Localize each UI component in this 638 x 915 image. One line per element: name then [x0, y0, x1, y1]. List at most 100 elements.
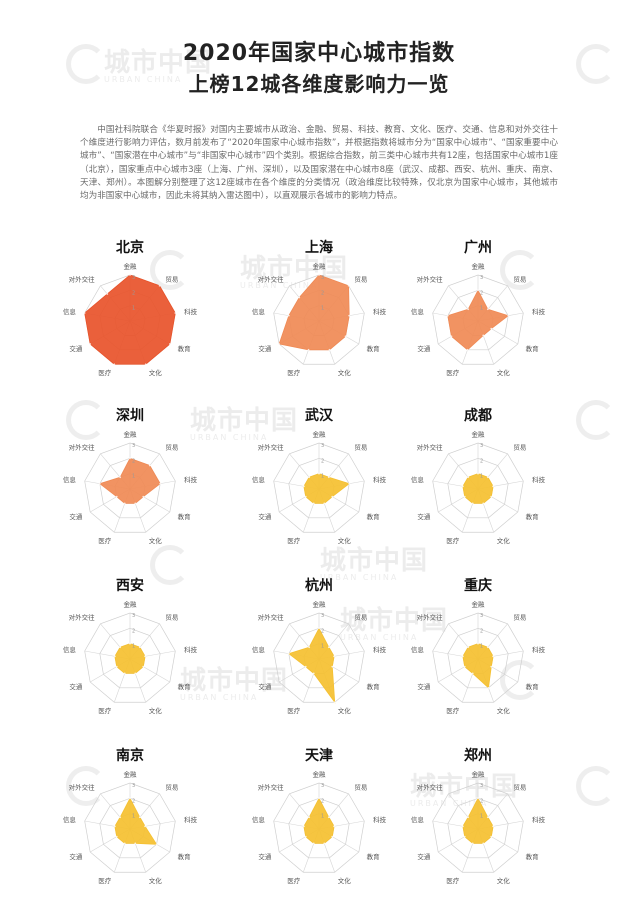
radar-point — [144, 363, 147, 366]
dimension-label: 金融 — [313, 770, 327, 779]
radar-point — [463, 665, 466, 668]
dimension-label: 科技 — [184, 645, 198, 654]
dimension-label: 文化 — [497, 706, 511, 715]
radar-point — [113, 655, 116, 658]
dimension-label: 信息 — [63, 815, 76, 824]
ring-tick-label: 2 — [321, 290, 324, 296]
dimension-label: 贸易 — [354, 782, 367, 791]
dimension-label: 医疗 — [98, 876, 112, 885]
ring-tick-label: 3 — [321, 783, 324, 789]
dimension-label: 交通 — [69, 512, 83, 521]
ring-tick-label: 2 — [321, 628, 324, 634]
radar-ring — [447, 627, 509, 689]
radar-area — [98, 457, 161, 504]
dimension-label: 信息 — [252, 475, 266, 484]
ring-tick-label: 1 — [480, 644, 483, 650]
city-name: 武汉 — [305, 408, 333, 424]
ring-tick-label: 2 — [132, 628, 135, 634]
radar-ring — [447, 797, 509, 859]
radar-point — [477, 472, 479, 475]
radar-point — [348, 482, 351, 485]
dimension-label: 贸易 — [513, 782, 526, 791]
radar-point — [308, 816, 311, 819]
ring-tick-label: 2 — [132, 458, 135, 464]
radar-point — [331, 495, 334, 498]
dimension-label: 信息 — [252, 645, 266, 654]
radar-chart-cell: 广州 1 2 3 金融 贸易 科技 教育 文化 医疗 交通 信息 对外交往 — [398, 237, 558, 407]
ring-tick-label: 1 — [321, 814, 324, 820]
ring-tick-label: 2 — [132, 798, 135, 804]
radar-point — [467, 816, 470, 819]
dimension-label: 贸易 — [165, 612, 178, 621]
dimension-label: 科技 — [373, 475, 387, 484]
ring-tick-label: 1 — [132, 644, 135, 650]
ring-tick-label: 1 — [480, 474, 483, 480]
radar-ring — [273, 442, 365, 533]
radar-point — [123, 672, 126, 675]
city-name: 上海 — [305, 240, 333, 256]
radar-point — [461, 485, 464, 488]
dimension-label: 医疗 — [446, 706, 460, 715]
dimension-label: 贸易 — [513, 442, 526, 451]
ring-tick-label: 2 — [480, 798, 483, 804]
dimension-label: 对外交往 — [417, 782, 444, 791]
dimension-label: 信息 — [63, 307, 76, 316]
radar-point — [106, 293, 109, 295]
radar-point — [98, 482, 101, 485]
radar-point — [287, 652, 290, 655]
radar-point — [486, 816, 489, 819]
radar-ring — [432, 612, 524, 703]
radar-point — [492, 825, 495, 828]
radar-point — [89, 343, 92, 345]
dimension-label: 教育 — [178, 512, 192, 521]
radar-point — [304, 835, 307, 838]
dimension-label: 信息 — [411, 645, 425, 654]
radar-ring — [273, 612, 365, 703]
dimension-label: 金融 — [313, 430, 327, 439]
radar-point — [129, 642, 131, 645]
dimension-label: 交通 — [417, 512, 431, 521]
radar-point — [134, 842, 137, 845]
city-name: 天津 — [305, 748, 333, 764]
dimension-label: 教育 — [526, 682, 540, 691]
header: 2020年国家中心城市指数 上榜12城各维度影响力一览 — [0, 40, 638, 98]
radar-chart-cell: 西安 1 2 3 金融 贸易 科技 教育 文化 医疗 交通 信息 对外交往 — [50, 575, 210, 745]
dimension-label: 医疗 — [98, 706, 112, 715]
radar-chart-cell: 重庆 1 2 3 金融 贸易 科技 教育 文化 医疗 交通 信息 对外交往 — [398, 575, 558, 745]
radar-point — [486, 308, 489, 311]
radar-point — [487, 686, 490, 689]
radar-point — [327, 646, 330, 649]
radar-point — [318, 627, 320, 630]
dimension-label: 医疗 — [98, 536, 112, 545]
dimension-label: 教育 — [526, 344, 540, 353]
radar-point — [142, 495, 145, 498]
radar-point — [83, 312, 86, 314]
radar-point — [492, 485, 495, 488]
radar-point — [477, 289, 479, 292]
radar-point — [123, 502, 126, 505]
radar-area — [303, 473, 351, 504]
dimension-label: 教育 — [526, 852, 540, 861]
radar-ring — [99, 797, 161, 859]
ring-tick-label: 2 — [321, 798, 324, 804]
dimension-label: 贸易 — [165, 442, 178, 451]
radar-point — [463, 835, 466, 838]
dimension-label: 金融 — [124, 262, 138, 271]
dimension-label: 交通 — [258, 682, 272, 691]
dimension-label: 交通 — [417, 344, 431, 353]
radar-point — [308, 476, 311, 479]
radar-point — [333, 825, 336, 828]
radar-point — [158, 284, 161, 287]
dimension-label: 文化 — [149, 536, 163, 545]
dimension-label: 科技 — [532, 307, 546, 316]
radar-ring — [288, 457, 350, 519]
radar-chart-cell: 郑州 1 2 3 金融 贸易 科技 教育 文化 医疗 交通 信息 对外交往 — [398, 745, 558, 915]
radar-point — [302, 825, 305, 828]
dimension-label: 对外交往 — [417, 612, 444, 621]
radar-point — [347, 284, 350, 287]
dimension-label: 教育 — [367, 852, 381, 861]
